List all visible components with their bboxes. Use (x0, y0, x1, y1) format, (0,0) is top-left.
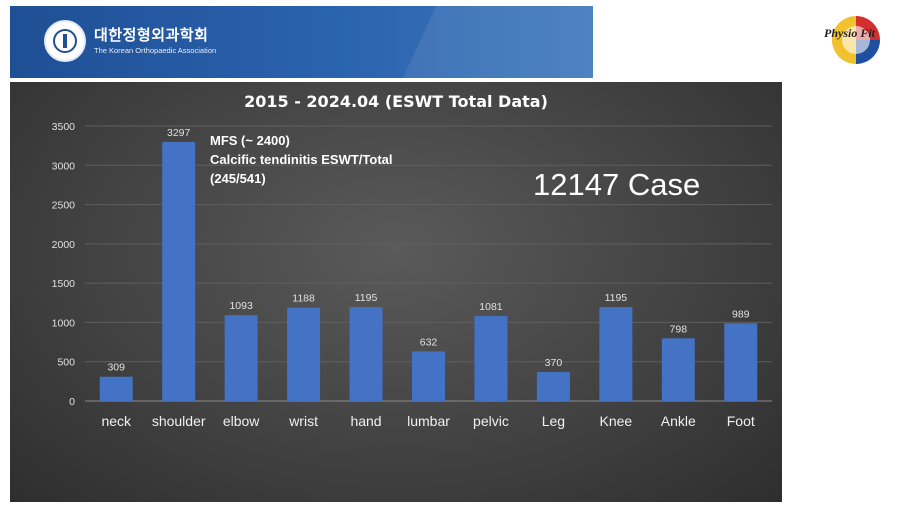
y-tick-label: 0 (69, 396, 75, 408)
bar-elbow (224, 315, 258, 401)
bar-wrist (287, 307, 321, 401)
data-label: 1188 (292, 293, 315, 305)
header-banner: 대한정형외과학회 The Korean Orthopaedic Associat… (10, 6, 593, 78)
case-count: 12147 Case (533, 167, 701, 202)
data-label: 1081 (479, 301, 503, 313)
annotation-line: Calcific tendinitis ESWT/Total (210, 152, 393, 167)
chart-title: 2015 - 2024.04 (ESWT Total Data) (244, 92, 548, 111)
data-label: 989 (732, 308, 750, 320)
data-label: 309 (107, 362, 125, 374)
y-tick-label: 500 (57, 357, 75, 369)
logo-text: Physio Fit (824, 26, 876, 40)
bar-pelvic (474, 316, 508, 401)
x-category-label: lumbar (407, 413, 450, 429)
x-category-label: wrist (288, 413, 318, 429)
x-category-label: pelvic (473, 413, 509, 429)
y-tick-label: 3500 (52, 121, 76, 133)
bar-leg (536, 371, 570, 401)
data-label: 1195 (605, 292, 628, 304)
bar-foot (724, 323, 758, 401)
data-label: 1093 (229, 300, 253, 312)
x-category-label: Leg (542, 413, 565, 429)
chart-panel (10, 82, 782, 502)
x-category-label: Foot (727, 413, 755, 429)
y-tick-label: 1000 (52, 317, 76, 329)
annotation-line: (245/541) (210, 171, 266, 186)
bar-lumbar (412, 351, 445, 401)
x-category-label: shoulder (152, 413, 206, 429)
bar-neck (99, 376, 133, 401)
x-category-label: neck (101, 413, 132, 429)
data-label: 1195 (355, 292, 378, 304)
association-seal-icon (44, 20, 86, 62)
physio-fit-logo-icon (832, 16, 880, 64)
annotation-block: MFS (~ 2400) Calcific tendinitis ESWT/To… (210, 131, 393, 188)
bar-knee (599, 307, 633, 401)
data-label: 632 (420, 336, 438, 348)
org-name: 대한정형외과학회 (94, 26, 209, 44)
x-category-label: Knee (600, 413, 633, 429)
bar-hand (349, 307, 383, 401)
y-tick-label: 1500 (52, 278, 76, 290)
data-label: 798 (670, 323, 688, 335)
x-category-label: hand (350, 413, 381, 429)
bar-ankle (661, 338, 695, 401)
x-category-label: elbow (223, 413, 260, 429)
y-tick-label: 2500 (52, 200, 76, 212)
data-label: 370 (545, 357, 563, 369)
bar-shoulder (162, 141, 196, 401)
data-label: 3297 (167, 127, 191, 139)
y-tick-label: 2000 (52, 239, 76, 251)
annotation-line: MFS (~ 2400) (210, 133, 290, 148)
y-tick-label: 3000 (52, 160, 76, 172)
x-category-label: Ankle (661, 413, 696, 429)
org-subtitle: The Korean Orthopaedic Association (94, 46, 217, 55)
